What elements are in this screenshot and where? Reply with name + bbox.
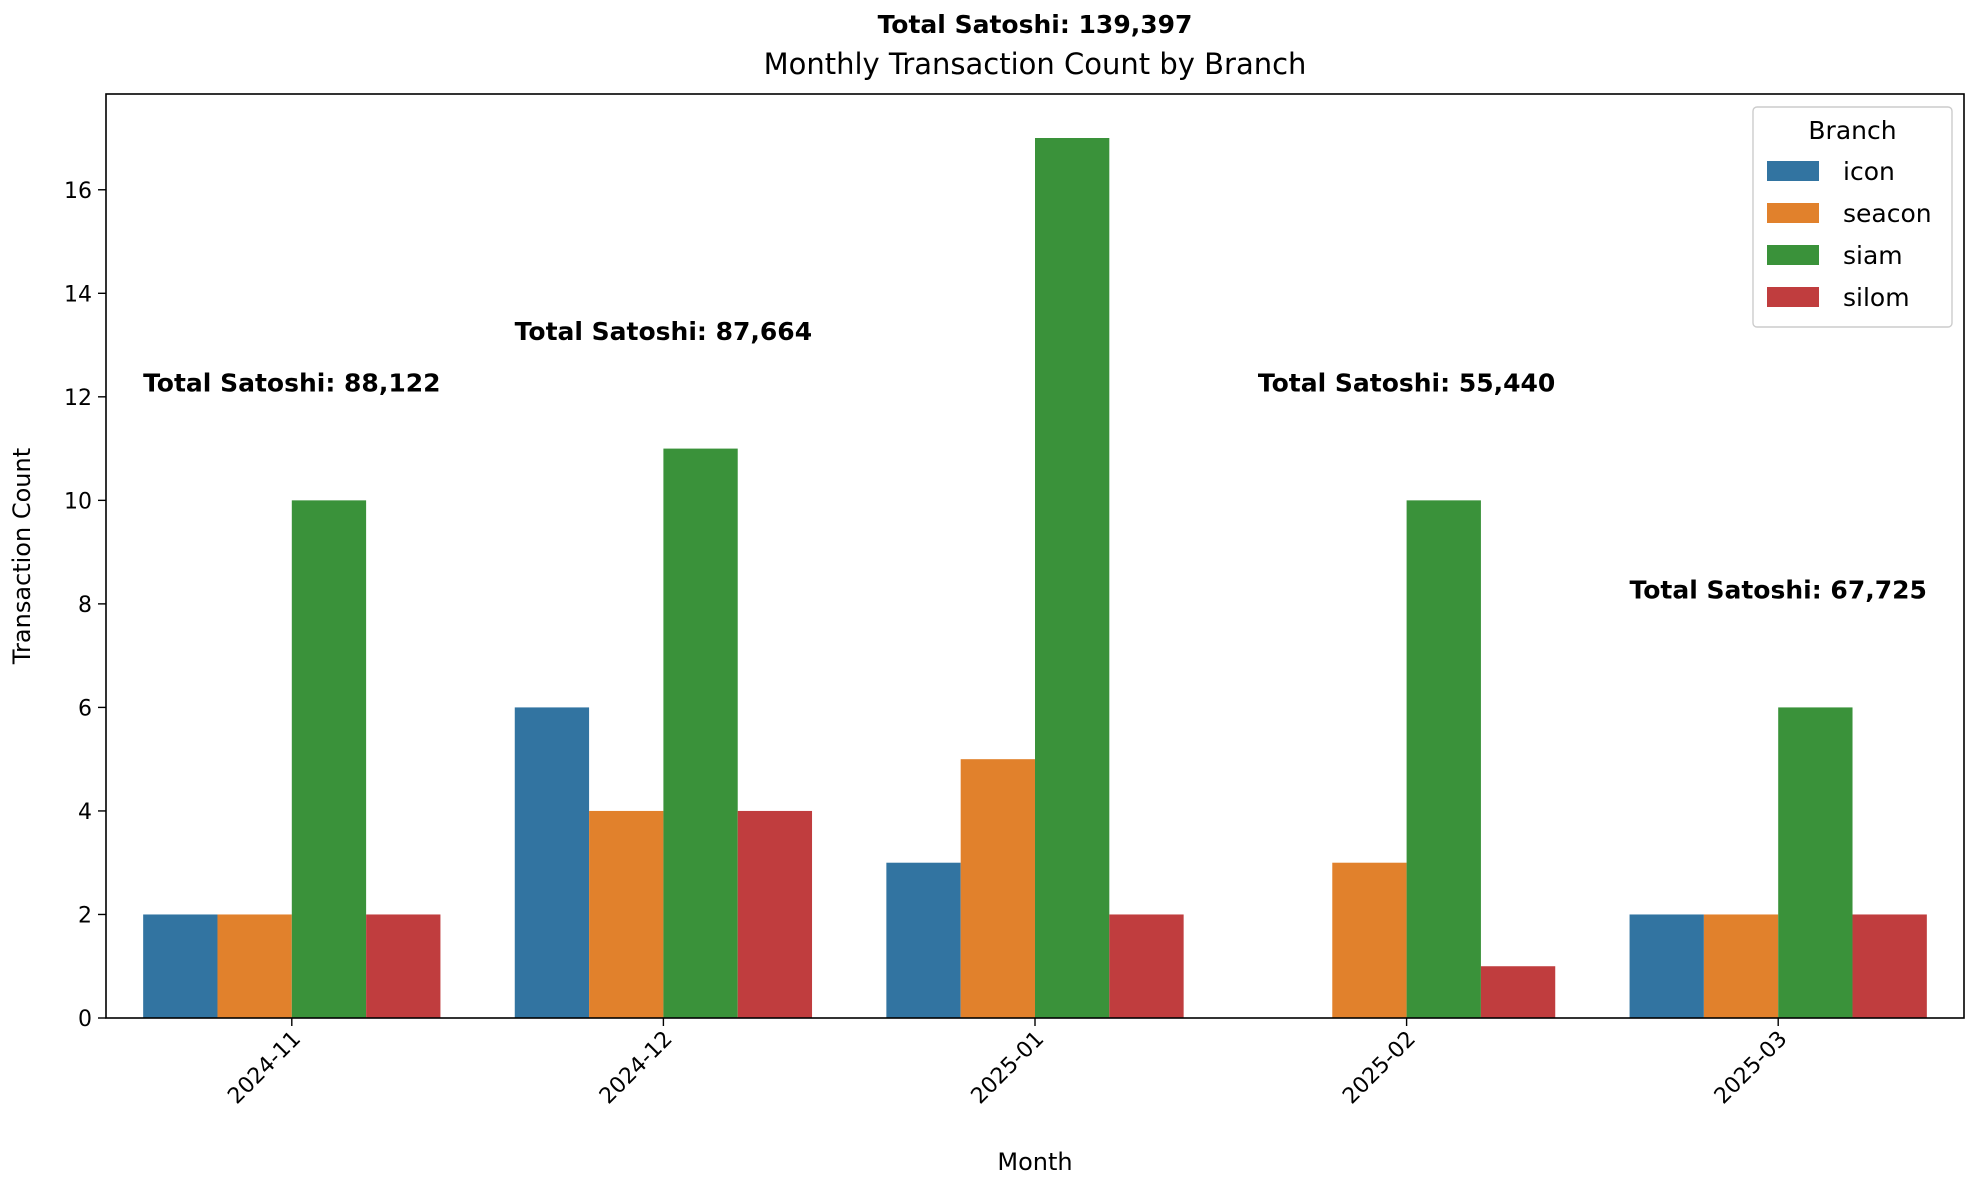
month-total-annotation: Total Satoshi: 88,122 [143,369,440,398]
month-total-annotation: Total Satoshi: 87,664 [515,317,812,346]
bar-siam-2024-12 [663,448,738,1018]
bar-silom-2024-12 [737,810,813,1018]
bar-seacon-2025-01 [960,759,1035,1018]
legend-label-icon: icon [1843,157,1895,186]
bar-siam-2025-01 [1035,138,1110,1018]
x-tick-label: 2025-02 [1338,1027,1421,1110]
bar-icon-2025-01 [886,862,961,1018]
bar-siam-2024-11 [291,500,367,1019]
bar-icon-2024-12 [514,707,590,1018]
bar-seacon-2025-03 [1703,914,1779,1018]
bar-silom-2024-11 [366,914,441,1018]
legend-title: Branch [1808,116,1896,145]
bar-icon-2024-11 [143,914,218,1018]
x-tick-label: 2024-11 [223,1027,306,1110]
plot-area: 0 2 4 6 8 10 12 14 16 2024-11 2024-12 2025-01 2025-0… [64,93,1965,1110]
legend-swatch-icon [1767,161,1819,181]
bar-icon-2025-03 [1629,914,1704,1018]
y-tick-label: 0 [78,1007,92,1032]
y-tick-label: 2 [78,903,92,928]
chart-suptitle: Total Satoshi: 139,397 [878,10,1193,39]
bar-seacon-2024-11 [217,914,292,1018]
y-axis-label: Transaction Count [8,448,36,665]
bar-silom-2025-02 [1480,966,1556,1018]
legend: Branch icon seacon siam silom [1752,106,1953,328]
month-total-annotation: Total Satoshi: 67,725 [1629,576,1926,605]
bar-seacon-2024-12 [589,810,664,1018]
x-axis-label: Month [997,1148,1072,1176]
y-tick-label: 12 [64,386,92,411]
x-tick-label: 2025-01 [967,1027,1050,1110]
x-tick-label: 2025-03 [1710,1027,1793,1110]
y-tick-label: 16 [64,179,92,204]
bar-seacon-2025-02 [1332,862,1407,1018]
month-total-annotation: Total Satoshi: 55,440 [1258,369,1555,398]
y-tick-label: 14 [64,282,92,307]
legend-label-seacon: seacon [1843,199,1932,228]
legend-swatch-siam [1767,245,1819,265]
legend-swatch-silom [1767,287,1819,307]
y-tick-label: 10 [64,489,92,514]
bar-silom-2025-01 [1109,914,1184,1018]
chart-title: Monthly Transaction Count by Branch [764,47,1307,81]
legend-label-siam: siam [1843,241,1903,270]
y-tick-label: 4 [78,800,92,825]
bar-siam-2025-02 [1406,500,1481,1019]
legend-label-silom: silom [1843,283,1910,312]
bar-silom-2025-03 [1852,914,1927,1018]
y-tick-label: 8 [78,593,92,618]
legend-swatch-seacon [1767,203,1819,223]
x-tick-label: 2024-12 [595,1027,678,1110]
y-tick-label: 6 [78,696,92,721]
bar-siam-2025-03 [1778,707,1853,1018]
